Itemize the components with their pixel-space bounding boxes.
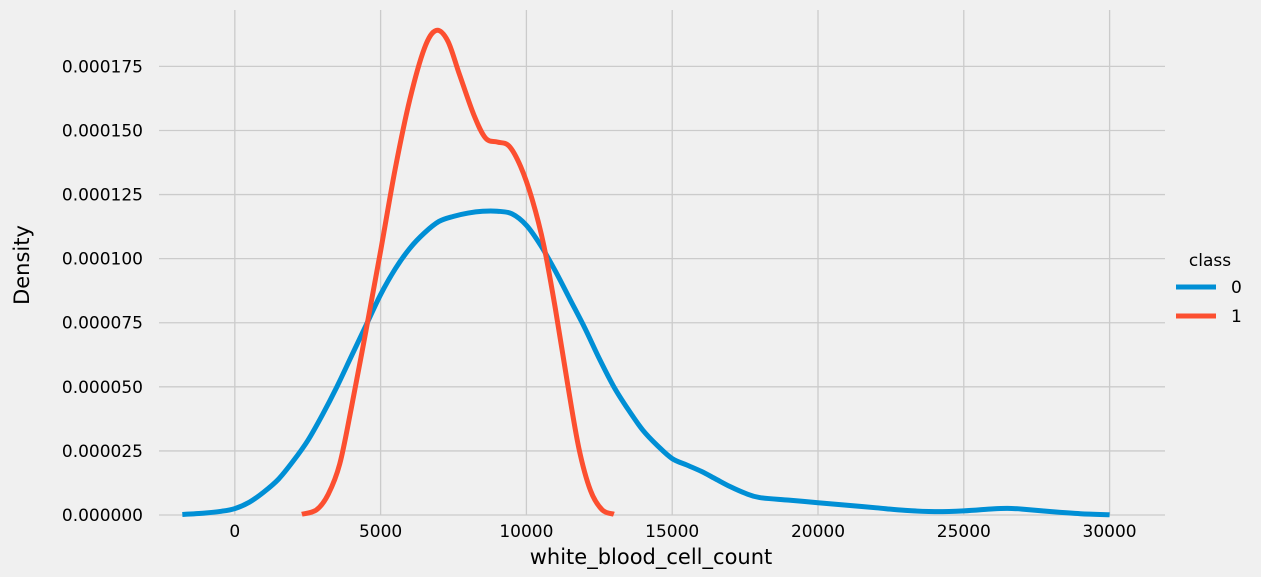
- x-tick-label: 30000: [1083, 522, 1137, 542]
- legend-title: class: [1189, 251, 1231, 271]
- series-line-0: [182, 208, 1110, 518]
- y-tick-label: 0.000025: [62, 442, 143, 462]
- x-tick-label: 20000: [791, 522, 845, 542]
- y-tick-label: 0.000175: [62, 57, 143, 77]
- y-tick-label: 0.000100: [62, 250, 143, 270]
- y-tick-label: 0.000000: [62, 506, 143, 526]
- y-tick-label: 0.000050: [62, 378, 143, 398]
- legend: class 0 1: [1176, 251, 1242, 327]
- y-axis-ticks: 0.000000 0.000025 0.000050 0.000075 0.000100…: [62, 57, 143, 526]
- y-tick-label: 0.000150: [62, 121, 143, 141]
- x-tick-label: 5000: [359, 522, 402, 542]
- series-group: [182, 27, 1110, 518]
- y-tick-label: 0.000125: [62, 186, 143, 206]
- y-tick-label: 0.000075: [62, 314, 143, 334]
- x-tick-label: 15000: [645, 522, 699, 542]
- x-axis-ticks: 0 5000 10000 15000 20000 25000 30000: [229, 522, 1136, 542]
- x-tick-label: 25000: [937, 522, 991, 542]
- legend-label-0: 0: [1231, 278, 1242, 298]
- x-tick-label: 10000: [499, 522, 553, 542]
- legend-label-1: 1: [1231, 307, 1242, 327]
- y-axis-title: Density: [10, 225, 34, 305]
- series-line-1: [301, 27, 615, 517]
- x-tick-label: 0: [229, 522, 240, 542]
- grid: [159, 10, 1165, 516]
- x-axis-title: white_blood_cell_count: [530, 545, 773, 570]
